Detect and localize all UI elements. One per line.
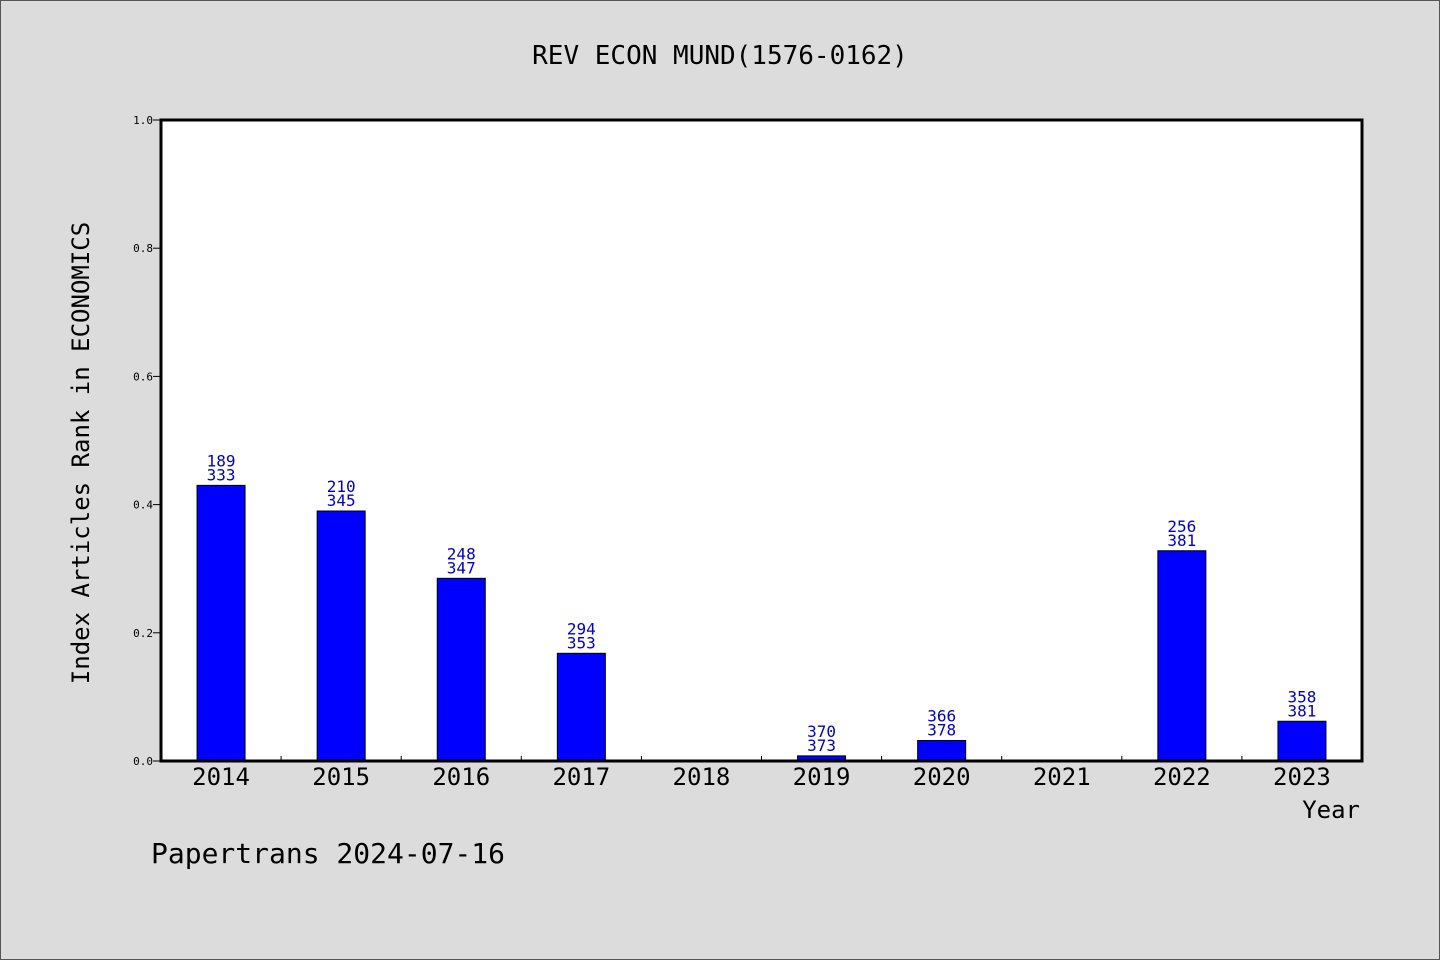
x-axis-label: Year bbox=[1302, 796, 1360, 824]
x-tick-label-2015: 2015 bbox=[312, 763, 370, 791]
data-label-top-2016: 248 bbox=[447, 544, 476, 563]
x-tick-label-2022: 2022 bbox=[1153, 763, 1211, 791]
y-tick-label-4: 0.8 bbox=[133, 242, 153, 255]
x-tick-label-2021: 2021 bbox=[1033, 763, 1091, 791]
data-label-bottom-2015: 345 bbox=[327, 491, 356, 510]
data-label-top-2015: 210 bbox=[327, 477, 356, 496]
bar-2015 bbox=[316, 510, 366, 762]
bars-group bbox=[196, 484, 1327, 762]
chart-title: REV ECON MUND(1576-0162) bbox=[532, 41, 908, 71]
data-label-top-2014: 189 bbox=[207, 451, 236, 470]
y-tick-label-3: 0.6 bbox=[133, 370, 153, 383]
footer-text: Papertrans 2024-07-16 bbox=[151, 837, 505, 870]
x-tick-label-2023: 2023 bbox=[1273, 763, 1331, 791]
data-label-top-2019: 370 bbox=[807, 722, 836, 741]
y-tick-label-0: 0.0 bbox=[133, 755, 153, 768]
data-label-top-2022: 256 bbox=[1167, 517, 1196, 536]
y-tick-label-2: 0.4 bbox=[133, 499, 153, 512]
bar-2022 bbox=[1157, 550, 1207, 762]
data-label-bottom-2016: 347 bbox=[447, 558, 476, 577]
x-tick-label-2014: 2014 bbox=[192, 763, 250, 791]
x-tick-label-2019: 2019 bbox=[793, 763, 851, 791]
data-label-bottom-2023: 381 bbox=[1287, 701, 1316, 720]
data-label-bottom-2020: 378 bbox=[927, 720, 956, 739]
bar-2020 bbox=[917, 739, 967, 762]
plot-frame bbox=[159, 118, 1364, 763]
data-label-top-2023: 358 bbox=[1287, 687, 1316, 706]
y-axis: 0.0 0.2 0.4 0.6 0.8 1.0 bbox=[133, 114, 161, 768]
x-tick-label-2018: 2018 bbox=[673, 763, 731, 791]
data-label-top-2020: 366 bbox=[927, 706, 956, 725]
x-axis: 2014 2015 2016 2017 2018 2019 2020 2021 2022 2023 bbox=[192, 756, 1331, 791]
bar-2014 bbox=[196, 484, 246, 762]
x-tick-label-2017: 2017 bbox=[552, 763, 610, 791]
bar-2017 bbox=[556, 652, 606, 762]
bar-2016 bbox=[436, 577, 486, 762]
data-labels-group: 1893332103452483472943533703733663782563… bbox=[207, 451, 1317, 755]
y-axis-label: Index Articles Rank in ECONOMICS bbox=[67, 222, 95, 684]
data-label-top-2017: 294 bbox=[567, 619, 596, 638]
y-tick-label-5: 1.0 bbox=[133, 114, 153, 127]
y-tick-label-1: 0.2 bbox=[133, 627, 153, 640]
data-label-bottom-2019: 373 bbox=[807, 736, 836, 755]
data-label-bottom-2017: 353 bbox=[567, 633, 596, 652]
data-label-bottom-2022: 381 bbox=[1167, 531, 1196, 550]
bar-2023 bbox=[1277, 720, 1327, 762]
x-tick-label-2016: 2016 bbox=[432, 763, 490, 791]
x-tick-label-2020: 2020 bbox=[913, 763, 971, 791]
data-label-bottom-2014: 333 bbox=[207, 465, 236, 484]
